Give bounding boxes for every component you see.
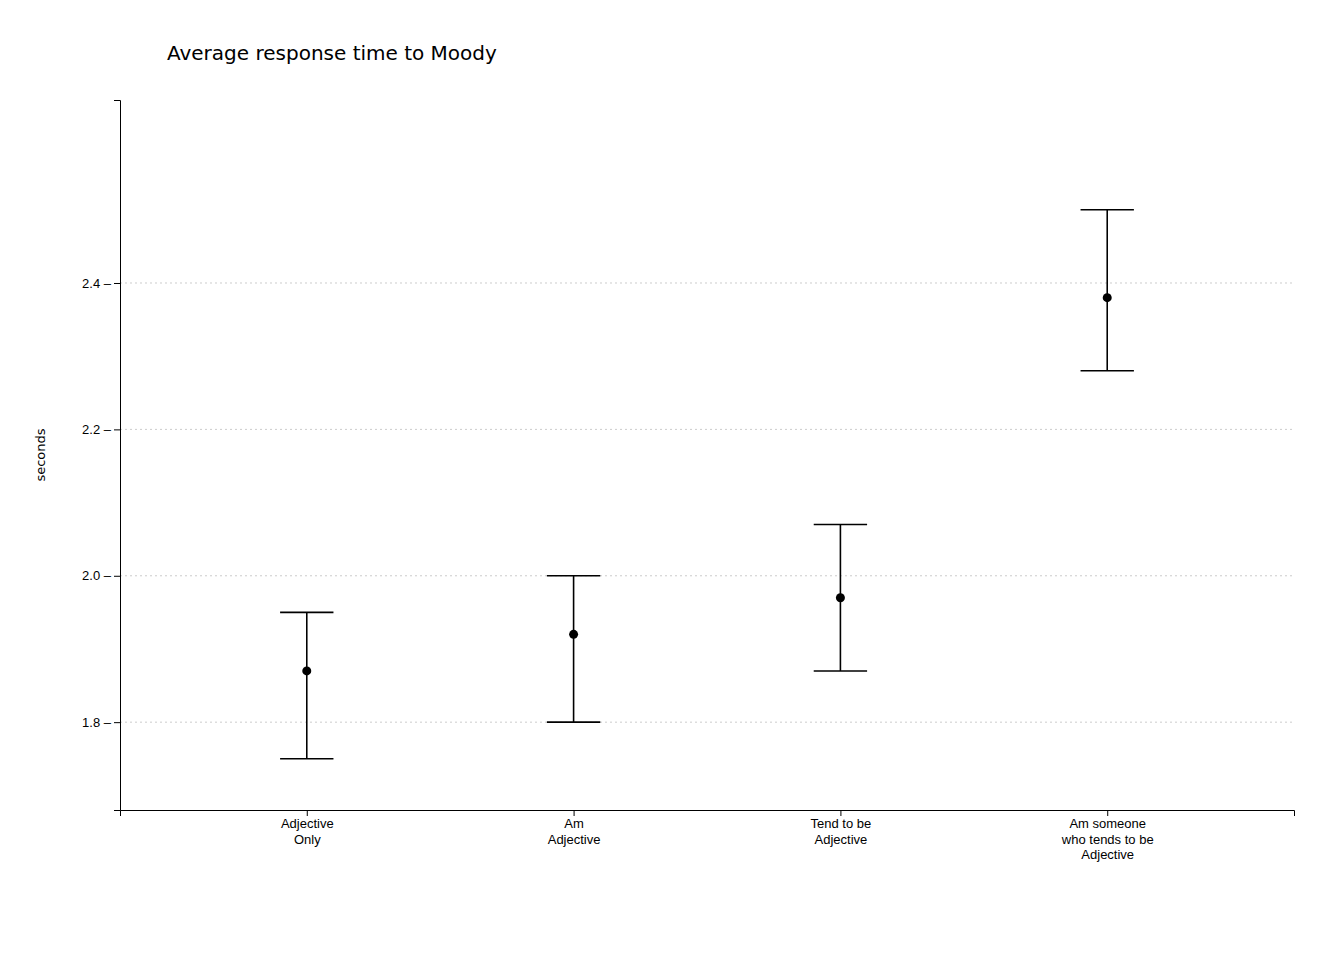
- x-tick-label: AmAdjective: [548, 816, 601, 847]
- chart: 1.8 –2.0 –2.2 –2.4 –AdjectiveOnlyAmAdjec…: [0, 0, 1344, 960]
- error-cap-bottom: [1081, 370, 1134, 372]
- y-tick-label: 1.8 –: [82, 715, 112, 730]
- x-tick-label-line: Adjective: [548, 832, 601, 847]
- grid-line: [120, 575, 1294, 576]
- grid: [120, 283, 1294, 722]
- mean-point: [302, 666, 311, 675]
- error-bar-group: [280, 612, 333, 758]
- x-tick-label-line: Am someone: [1069, 816, 1146, 831]
- x-tick: AdjectiveOnly: [281, 810, 334, 847]
- y-axis: 1.8 – 2.0 – 2.2 – 2.4 –: [82, 101, 120, 811]
- x-tick-mark: [840, 810, 841, 816]
- grid-line: [120, 282, 1294, 283]
- x-tick-label: Tend to beAdjective: [811, 816, 872, 847]
- x-tick-mark: [307, 810, 308, 816]
- x-tick-label-line: Adjective: [1081, 847, 1134, 862]
- marks: [280, 210, 1134, 759]
- x-tick-label-line: Am: [564, 816, 584, 831]
- error-cap-bottom: [280, 758, 333, 760]
- y-tick: 2.0 –: [82, 568, 120, 583]
- error-cap-top: [280, 612, 333, 614]
- grid-line: [120, 722, 1294, 723]
- y-tick-label: 2.2 –: [82, 422, 112, 437]
- error-cap-top: [547, 575, 600, 577]
- y-tick-mark: [114, 576, 120, 577]
- mean-point: [569, 630, 578, 639]
- y-tick: 2.2 –: [82, 422, 120, 437]
- error-cap-bottom: [814, 670, 867, 672]
- x-tick-label-line: Adjective: [815, 832, 868, 847]
- y-tick-mark: [114, 722, 120, 723]
- x-axis-line: [121, 811, 1295, 817]
- x-tick-label-line: Only: [294, 832, 321, 847]
- grid-line: [120, 429, 1294, 430]
- error-cap-top: [814, 524, 867, 526]
- x-tick-mark: [1107, 810, 1108, 816]
- y-axis-title: seconds: [33, 428, 48, 481]
- x-tick: Am someonewho tends to beAdjective: [1061, 810, 1154, 862]
- y-tick-label: 2.4 –: [82, 276, 112, 291]
- error-bar: [306, 612, 308, 758]
- x-tick-label: AdjectiveOnly: [281, 816, 334, 847]
- x-tick-mark: [574, 810, 575, 816]
- title: Average response time to Moody: [167, 41, 497, 65]
- mean-point: [1103, 293, 1112, 302]
- error-cap-top: [1081, 209, 1134, 211]
- y-axis-line: [114, 101, 121, 811]
- mean-point: [836, 593, 845, 602]
- x-tick-label-line: Adjective: [281, 816, 334, 831]
- y-tick-label: 2.0 –: [82, 568, 112, 583]
- x-axis: AdjectiveOnlyAmAdjectiveTend to beAdject…: [121, 810, 1295, 862]
- x-tick: AmAdjective: [548, 810, 601, 847]
- y-tick: 2.4 –: [82, 276, 120, 291]
- x-tick-label-line: Tend to be: [811, 816, 872, 831]
- y-tick-mark: [114, 429, 120, 430]
- error-bar-group: [814, 525, 867, 671]
- x-tick-label: Am someonewho tends to beAdjective: [1061, 816, 1154, 862]
- error-cap-bottom: [547, 721, 600, 723]
- error-bar-group: [1081, 210, 1134, 371]
- x-tick: Tend to beAdjective: [811, 810, 872, 847]
- y-tick: 1.8 –: [82, 715, 120, 730]
- plot: 1.8 –2.0 –2.2 –2.4 –AdjectiveOnlyAmAdjec…: [82, 101, 1294, 863]
- x-tick-label-line: who tends to be: [1061, 832, 1154, 847]
- error-bar: [573, 576, 575, 722]
- error-bar: [1106, 210, 1108, 371]
- error-bar-group: [547, 576, 600, 722]
- y-tick-mark: [114, 283, 120, 284]
